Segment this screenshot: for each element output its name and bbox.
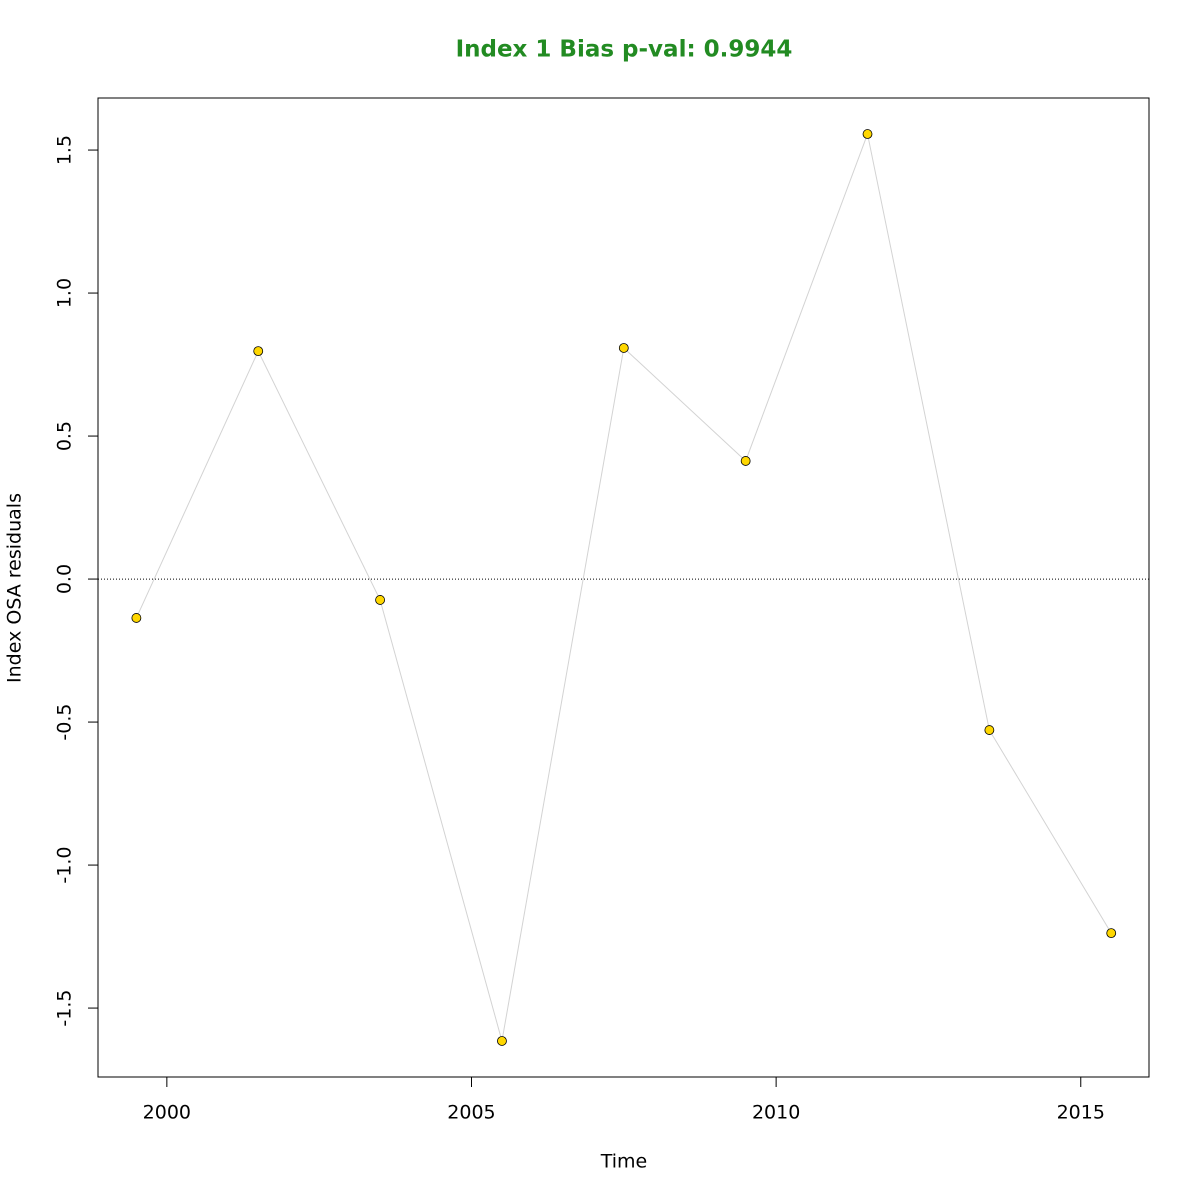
x-tick-label: 2005 xyxy=(447,1102,495,1124)
y-tick-label: 0.0 xyxy=(54,564,76,594)
x-tick-label: 2015 xyxy=(1057,1102,1105,1124)
y-tick-label: 1.0 xyxy=(54,278,76,308)
data-point xyxy=(497,1036,507,1046)
y-tick-label: 0.5 xyxy=(54,421,76,451)
chart-title: Index 1 Bias p-val: 0.9944 xyxy=(456,37,793,63)
y-tick-label: 1.5 xyxy=(54,135,76,165)
data-point xyxy=(618,343,629,353)
x-axis-label: Time xyxy=(600,1151,648,1173)
x-tick-label: 2010 xyxy=(752,1102,800,1124)
x-tick-label: 2000 xyxy=(143,1102,191,1124)
data-point xyxy=(375,595,385,605)
data-point xyxy=(740,456,751,466)
y-tick-label: -1.0 xyxy=(54,847,76,884)
data-point xyxy=(1106,928,1117,939)
data-point xyxy=(984,725,995,735)
y-tick-label: -1.5 xyxy=(54,990,76,1027)
data-point xyxy=(862,129,873,139)
series-line xyxy=(135,132,1112,1042)
data-point xyxy=(131,613,142,623)
data-point xyxy=(253,346,264,357)
plot-frame xyxy=(97,97,1150,1078)
y-tick-label: -0.5 xyxy=(54,704,76,741)
y-axis-label: Index OSA residuals xyxy=(4,493,26,683)
